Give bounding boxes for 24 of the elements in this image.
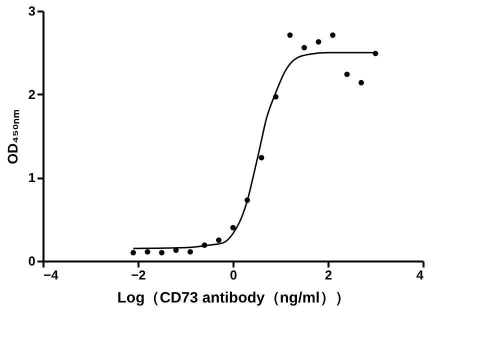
x-tick-label: 4: [416, 268, 424, 282]
y-axis-title: OD₄₅₀ₙₘ: [4, 108, 20, 164]
y-tick-label: 3: [28, 4, 36, 18]
point: [287, 32, 293, 38]
x-tick-label: −2: [131, 268, 146, 282]
y-tick-label: 1: [28, 170, 36, 186]
y-tick-label: 2: [28, 86, 36, 102]
y-tick-label: 0: [28, 254, 36, 268]
x-tick-label: −4: [44, 268, 60, 282]
point: [144, 249, 150, 255]
x-axis-title: Log（CD73 antibody（ng/ml））: [117, 290, 350, 306]
point: [188, 249, 193, 255]
point: [258, 154, 264, 160]
point: [130, 250, 136, 256]
x-tick-label: 2: [324, 268, 332, 282]
point: [216, 237, 222, 243]
point: [344, 72, 350, 78]
point: [302, 44, 307, 50]
point: [230, 224, 236, 230]
point: [358, 80, 364, 86]
point: [316, 39, 322, 45]
point: [330, 32, 336, 38]
point: [159, 250, 164, 256]
x-tick-label: 0: [230, 268, 238, 282]
